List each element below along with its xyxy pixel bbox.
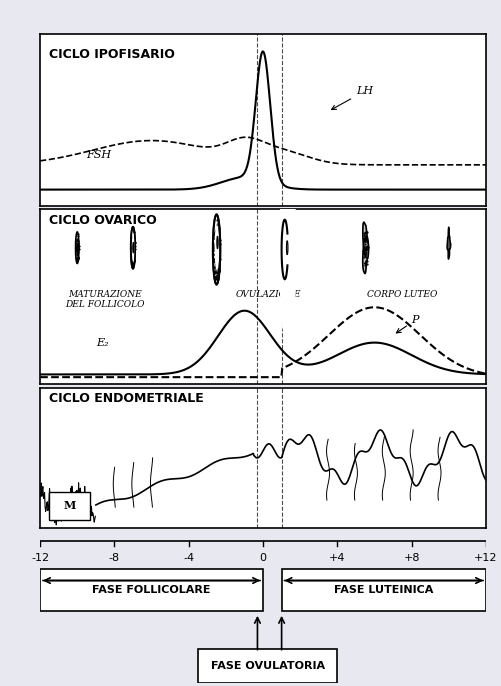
Bar	[282, 569, 486, 611]
FancyBboxPatch shape	[280, 164, 296, 335]
Text: -12: -12	[31, 553, 49, 563]
Text: +4: +4	[329, 553, 346, 563]
Circle shape	[213, 215, 220, 285]
Bar	[50, 492, 90, 520]
Text: P: P	[396, 315, 419, 333]
Text: M: M	[64, 500, 76, 511]
Text: OVULAZIONE: OVULAZIONE	[236, 289, 301, 298]
Circle shape	[217, 236, 218, 249]
Text: CORPO LUTEO: CORPO LUTEO	[367, 289, 437, 298]
Text: +8: +8	[403, 553, 420, 563]
Text: LH: LH	[332, 86, 373, 110]
Text: FASE LUTEINICA: FASE LUTEINICA	[334, 584, 433, 595]
Circle shape	[131, 226, 135, 269]
Text: +12: +12	[474, 553, 497, 563]
Bar	[40, 569, 263, 611]
Text: E₂: E₂	[96, 338, 108, 348]
Text: FASE OVULATORIA: FASE OVULATORIA	[210, 661, 325, 671]
Wedge shape	[132, 233, 135, 263]
Circle shape	[133, 242, 134, 253]
Bar	[198, 649, 337, 683]
Text: -8: -8	[109, 553, 120, 563]
Text: -4: -4	[183, 553, 194, 563]
Circle shape	[76, 232, 79, 263]
Text: 0: 0	[260, 553, 267, 563]
Circle shape	[214, 225, 219, 270]
Circle shape	[282, 220, 288, 279]
Circle shape	[77, 243, 78, 252]
Text: FSH: FSH	[87, 150, 112, 160]
Text: CICLO IPOFISARIO: CICLO IPOFISARIO	[49, 48, 175, 61]
Text: MATURAZIONE
DEL FOLLICOLO: MATURAZIONE DEL FOLLICOLO	[65, 289, 145, 309]
Circle shape	[287, 241, 288, 255]
Text: FASE FOLLICOLARE: FASE FOLLICOLARE	[92, 584, 211, 595]
Text: CICLO OVARICO: CICLO OVARICO	[49, 215, 157, 228]
Polygon shape	[363, 222, 369, 274]
Polygon shape	[447, 227, 450, 259]
Text: CICLO ENDOMETRIALE: CICLO ENDOMETRIALE	[49, 392, 204, 405]
